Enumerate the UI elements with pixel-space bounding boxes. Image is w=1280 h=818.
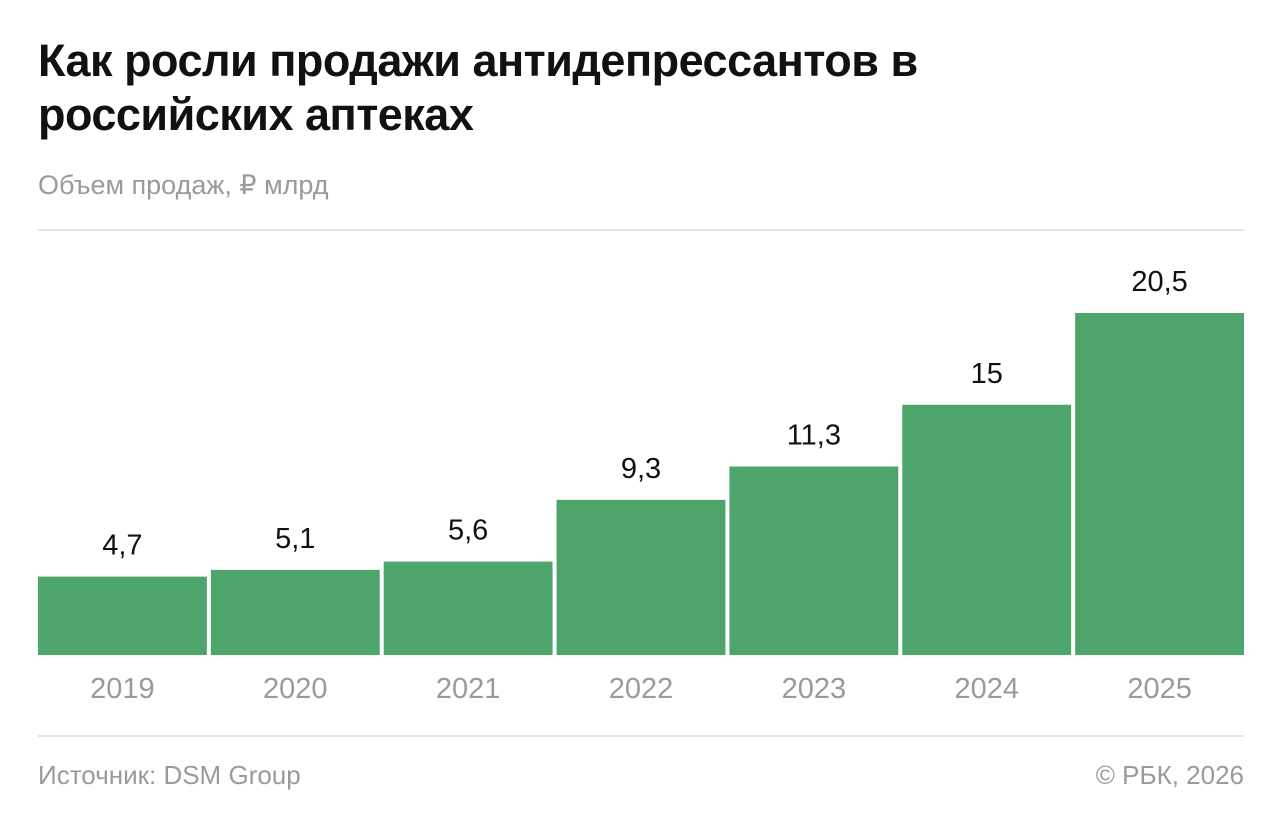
bar-2024 [902,404,1072,655]
x-tick-label: 2022 [609,673,674,705]
bar-2021 [383,561,553,655]
chart-title: Как росли продажи антидепрессантов в рос… [38,35,918,140]
x-tick-label: 2025 [1127,673,1192,705]
bar-2019 [38,576,207,655]
bar-2020 [210,569,380,655]
x-tick-label: 2023 [782,673,847,705]
copyright: © РБК, 2026 [1095,760,1244,790]
data-label: 20,5 [1131,266,1187,298]
x-tick-label: 2019 [90,673,155,705]
x-tick-label: 2021 [436,673,501,705]
data-label: 11,3 [787,419,841,451]
bottom-divider [38,735,1244,737]
data-label: 9,3 [621,453,661,485]
data-label: 15 [971,358,1003,390]
data-label: 5,1 [275,523,315,555]
bar-2023 [729,466,899,655]
top-divider [38,229,1244,231]
x-tick-label: 2020 [263,673,328,705]
bar-2025 [1075,313,1244,655]
source-note: Источник: DSM Group [38,760,301,790]
chart-subtitle: Объем продаж, ₽ млрд [38,170,329,200]
data-label: 4,7 [102,530,142,562]
bar-2022 [556,499,726,655]
data-label: 5,6 [448,515,488,547]
x-tick-label: 2024 [954,673,1019,705]
